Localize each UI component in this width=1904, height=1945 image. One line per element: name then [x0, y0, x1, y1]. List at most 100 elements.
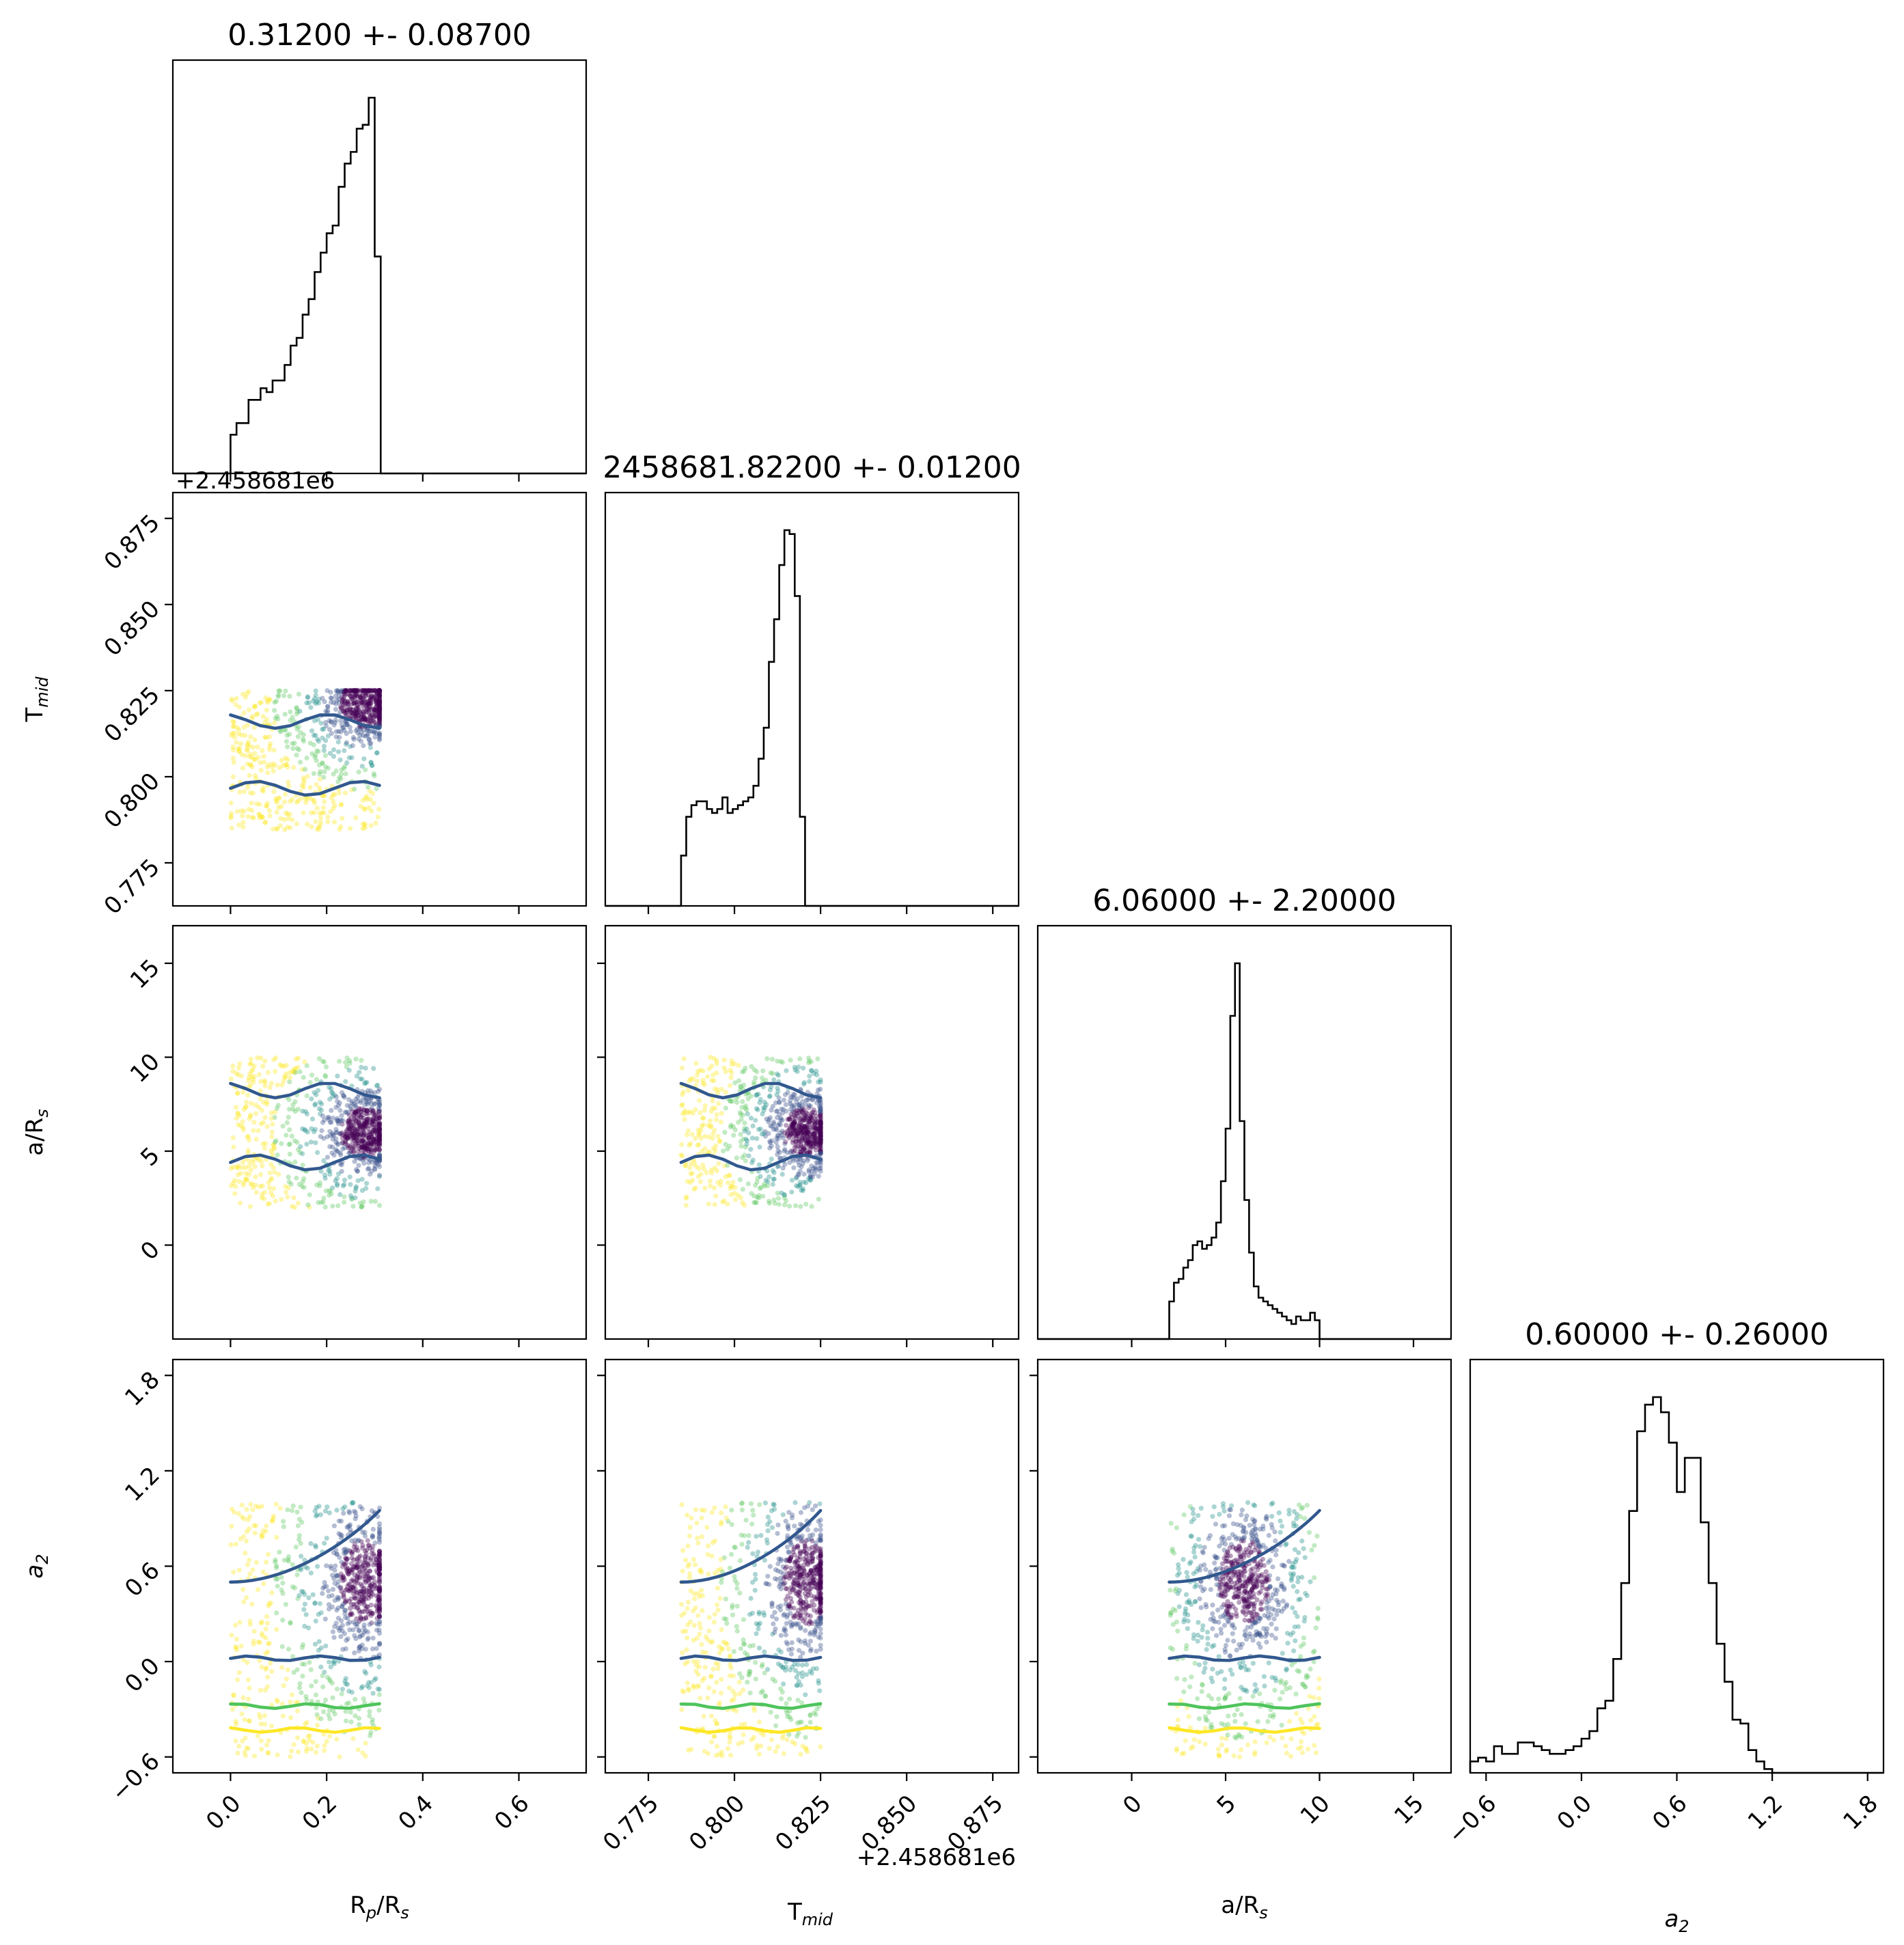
sample-point [255, 744, 260, 749]
sample-point [260, 714, 266, 719]
sample-point [784, 1700, 789, 1707]
sample-point [320, 1200, 326, 1205]
sample-point [327, 751, 333, 756]
sample-point [708, 1713, 714, 1719]
sample-point [376, 1133, 383, 1139]
sample-point [769, 1525, 775, 1530]
sample-point [727, 1565, 732, 1571]
sample-point [367, 714, 372, 719]
sample-point [691, 1187, 697, 1192]
sample-point [353, 693, 359, 698]
sample-point [1278, 1696, 1283, 1702]
sample-point [788, 1565, 793, 1571]
sample-point [754, 1746, 760, 1752]
sample-point [243, 1735, 248, 1741]
sample-point [348, 688, 354, 693]
sample-point [349, 1108, 355, 1114]
sample-point [231, 1569, 236, 1575]
sample-point [355, 730, 361, 736]
sample-point [372, 1165, 378, 1171]
sample-point [376, 1120, 382, 1127]
sample-point [238, 1170, 244, 1176]
sample-point [344, 722, 350, 728]
sample-point [376, 1122, 383, 1127]
sample-point [251, 1074, 257, 1079]
sample-point [803, 1735, 808, 1740]
sample-point [790, 1664, 795, 1670]
sample-point [333, 734, 339, 740]
sample-point [251, 1120, 257, 1125]
sample-point [695, 1684, 700, 1689]
sample-point [266, 696, 272, 702]
sample-point [359, 730, 364, 735]
sample-point [249, 1061, 254, 1066]
sample-point [695, 1142, 700, 1148]
sample-point [1182, 1677, 1187, 1683]
sample-point [249, 801, 254, 806]
sample-point [1308, 1718, 1314, 1723]
sample-point [254, 801, 260, 806]
sample-point [376, 1707, 382, 1713]
sample-point [765, 1573, 771, 1579]
sample-point [317, 1601, 322, 1606]
sample-point [806, 1169, 812, 1174]
sample-point [294, 1140, 300, 1145]
sample-point [715, 1133, 721, 1139]
sample-point [233, 1541, 238, 1547]
sample-point [375, 702, 381, 708]
sample-point [361, 1132, 367, 1137]
sample-point [790, 1121, 796, 1127]
sample-point [361, 714, 366, 719]
sample-point [783, 1601, 788, 1607]
sample-point [1230, 1672, 1235, 1677]
sample-point [361, 756, 367, 762]
sample-point [808, 1648, 814, 1653]
sample-point [781, 1751, 786, 1756]
sample-point [376, 704, 383, 710]
sample-point [320, 1684, 326, 1689]
sample-point [354, 1121, 359, 1127]
sample-point [264, 1614, 270, 1619]
sample-point [236, 727, 242, 732]
sample-point [786, 1549, 792, 1555]
sample-point [785, 1714, 790, 1720]
sample-point [296, 1533, 302, 1539]
sample-point [772, 1200, 777, 1206]
sample-point [798, 1626, 803, 1631]
sample-point [362, 807, 368, 812]
sample-point [245, 723, 250, 728]
sample-point [270, 1193, 275, 1199]
sample-point [719, 1111, 724, 1116]
sample-point [355, 688, 360, 693]
sample-point [250, 1160, 256, 1165]
sample-point [273, 1055, 279, 1061]
sample-point [363, 1108, 370, 1114]
sample-point [700, 1148, 705, 1154]
sample-point [235, 1172, 240, 1178]
sample-point [775, 1190, 780, 1196]
sample-point [1168, 1521, 1174, 1526]
sample-point [376, 1122, 383, 1127]
sample-point [365, 1125, 371, 1131]
sample-point [262, 1078, 267, 1084]
sample-point [686, 1088, 691, 1093]
sample-point [348, 1124, 354, 1129]
sample-point [796, 1172, 801, 1178]
sample-point [748, 1093, 754, 1099]
sample-point [243, 695, 248, 700]
sample-point [353, 1696, 358, 1702]
sample-point [1186, 1714, 1191, 1720]
sample-point [368, 760, 374, 766]
sample-point [352, 1135, 357, 1141]
sample-point [809, 1116, 814, 1121]
sample-point [698, 1696, 703, 1701]
sample-point [730, 1673, 736, 1679]
sample-point [739, 1501, 745, 1506]
sample-point [798, 1510, 803, 1515]
sample-point [792, 1120, 797, 1125]
sample-point [773, 1723, 779, 1728]
sample-point [697, 1620, 702, 1626]
sample-point [742, 1129, 747, 1134]
sample-point [247, 1685, 252, 1691]
sample-point [284, 762, 289, 767]
